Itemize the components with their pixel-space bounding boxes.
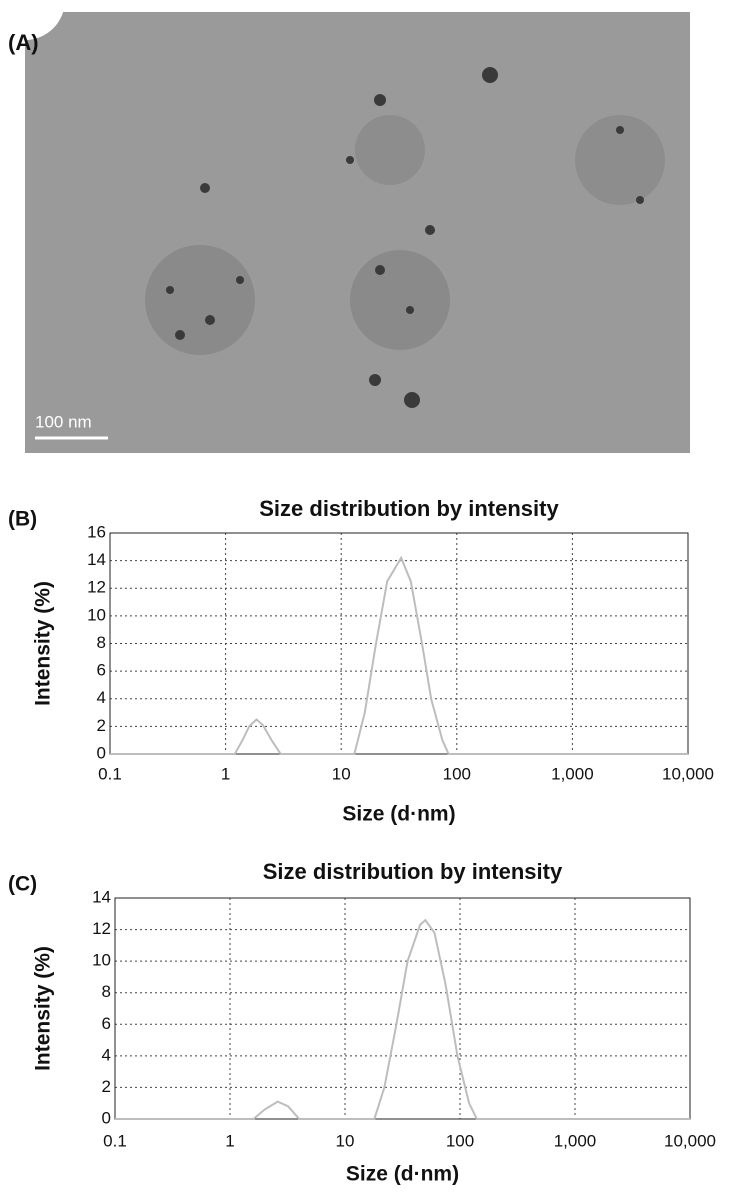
x-tick-label: 10 bbox=[336, 1131, 355, 1150]
y-tick-label: 4 bbox=[102, 1045, 111, 1064]
series-line bbox=[115, 918, 690, 1120]
x-tick-label: 0.1 bbox=[103, 1131, 127, 1150]
plot-frame bbox=[109, 532, 689, 755]
plot-frame bbox=[114, 897, 691, 1120]
y-tick-label: 6 bbox=[97, 661, 106, 680]
y-tick-label: 8 bbox=[97, 633, 106, 652]
x-tick-label: 1,000 bbox=[554, 1131, 597, 1150]
x-tick-label: 1 bbox=[221, 764, 230, 783]
x-tick-label: 100 bbox=[446, 1131, 474, 1150]
y-axis-label: Intensity (%) bbox=[32, 581, 55, 706]
micrograph bbox=[25, 12, 690, 453]
y-tick-label: 2 bbox=[97, 716, 106, 735]
x-tick-label: 1,000 bbox=[551, 764, 594, 783]
x-tick-label: 1 bbox=[225, 1131, 234, 1150]
y-tick-label: 8 bbox=[102, 982, 111, 1001]
y-axis-label: Intensity (%) bbox=[32, 946, 55, 1071]
chart-title: Size distribution by intensity bbox=[259, 496, 559, 521]
y-tick-label: 16 bbox=[87, 522, 106, 541]
x-tick-label: 100 bbox=[443, 764, 471, 783]
chart-title: Size distribution by intensity bbox=[263, 859, 563, 884]
label-corner bbox=[0, 0, 65, 40]
y-tick-label: 0 bbox=[97, 743, 106, 762]
x-tick-label: 10,000 bbox=[664, 1131, 716, 1150]
y-tick-label: 14 bbox=[87, 550, 106, 569]
y-tick-label: 14 bbox=[92, 887, 111, 906]
scale-bar-label: 100 nm bbox=[35, 412, 92, 431]
y-tick-label: 0 bbox=[102, 1108, 111, 1127]
panel-label: (C) bbox=[8, 873, 37, 896]
y-tick-label: 10 bbox=[92, 951, 111, 970]
y-tick-label: 12 bbox=[92, 919, 111, 938]
x-axis-label: Size (d·nm) bbox=[346, 1163, 459, 1186]
y-tick-label: 10 bbox=[87, 605, 106, 624]
y-tick-label: 4 bbox=[97, 688, 106, 707]
x-axis-label: Size (d·nm) bbox=[342, 803, 455, 826]
y-tick-label: 2 bbox=[102, 1077, 111, 1096]
y-tick-label: 6 bbox=[102, 1014, 111, 1033]
x-tick-label: 10 bbox=[332, 764, 351, 783]
tem-image: (A) 100 nm bbox=[0, 0, 690, 453]
particles bbox=[145, 67, 665, 408]
panel-label: (B) bbox=[8, 508, 37, 531]
x-tick-label: 0.1 bbox=[98, 764, 122, 783]
y-tick-label: 12 bbox=[87, 578, 106, 597]
x-tick-label: 10,000 bbox=[662, 764, 714, 783]
panel-label: (A) bbox=[8, 30, 39, 55]
series-line bbox=[110, 555, 688, 755]
